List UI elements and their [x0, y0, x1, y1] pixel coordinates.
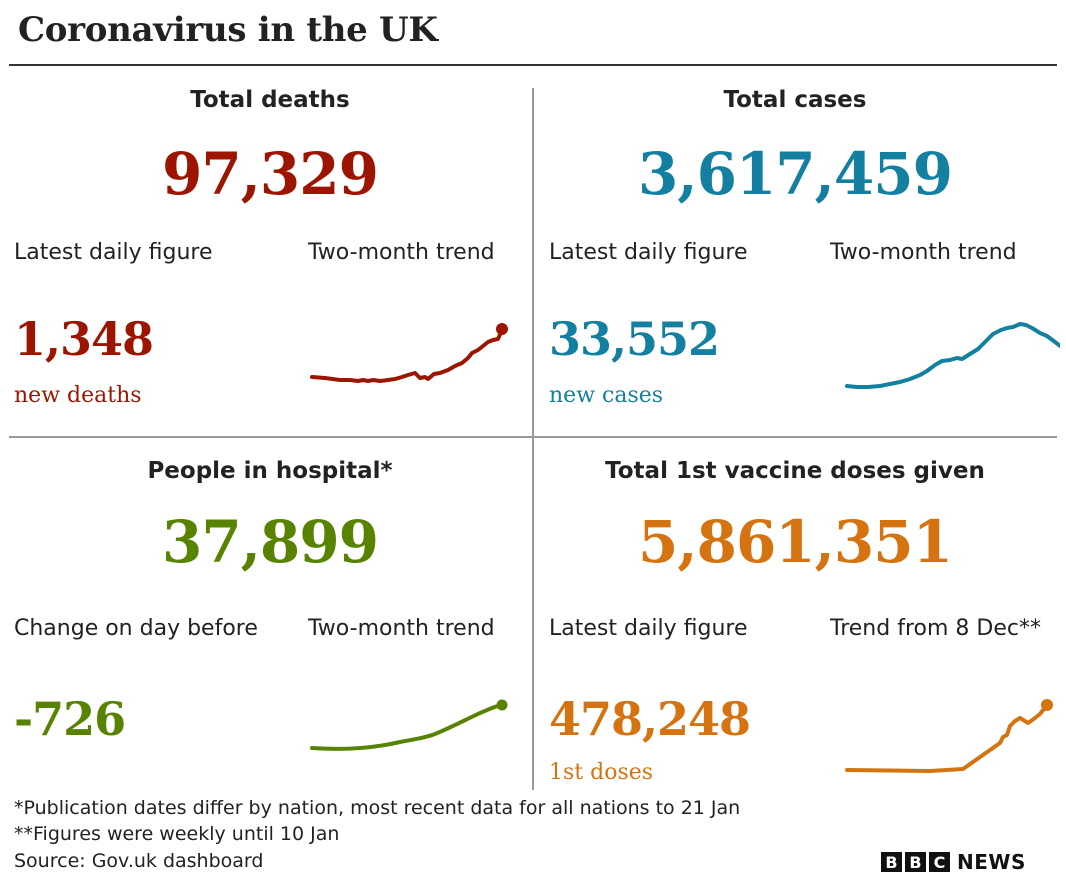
- cases-trend-label: Two-month trend: [830, 240, 1017, 265]
- cases-daily-label: Latest daily figure: [549, 240, 748, 265]
- deaths-daily-label: Latest daily figure: [14, 240, 213, 265]
- vaccine-daily-label: Latest daily figure: [549, 616, 748, 641]
- cases-total: 3,617,459: [638, 140, 953, 208]
- deaths-daily-value: 1,348: [14, 312, 154, 366]
- bbc-logo-letter: B: [905, 852, 926, 872]
- vaccine-trend-sparkline: [845, 699, 1053, 773]
- hospital-trend-sparkline: [310, 699, 508, 751]
- cases-title: Total cases: [723, 87, 867, 113]
- deaths-trend-label: Two-month trend: [308, 240, 495, 265]
- vaccine-total: 5,861,351: [638, 508, 953, 576]
- deaths-title: Total deaths: [190, 87, 350, 113]
- source-note: Source: Gov.uk dashboard: [14, 850, 264, 872]
- cases-daily-value: 33,552: [549, 312, 720, 366]
- deaths-daily-unit: new deaths: [14, 383, 142, 408]
- bbc-logo-letter: C: [929, 852, 950, 872]
- hospital-title: People in hospital*: [147, 458, 393, 484]
- bbc-logo-letter: B: [881, 852, 902, 872]
- vaccine-daily-value: 478,248: [549, 692, 751, 746]
- vaccine-daily-unit: 1st doses: [549, 760, 654, 785]
- deaths-total: 97,329: [162, 140, 379, 208]
- hospital-change-value: -726: [14, 692, 126, 746]
- cases-trend-sparkline: [845, 322, 1060, 389]
- vertical-divider: [532, 88, 534, 790]
- hospital-total: 37,899: [162, 508, 379, 576]
- bbc-logo-news: NEWS: [957, 850, 1026, 874]
- page-title: Coronavirus in the UK: [18, 10, 438, 50]
- footnote-weekly: **Figures were weekly until 10 Jan: [14, 823, 340, 845]
- deaths-trend-sparkline: [310, 323, 508, 383]
- hospital-change-label: Change on day before: [14, 616, 258, 641]
- title-rule: [9, 64, 1057, 66]
- footnote-publication: *Publication dates differ by nation, mos…: [14, 797, 741, 819]
- vaccine-trend-label: Trend from 8 Dec**: [830, 616, 1041, 641]
- cases-daily-unit: new cases: [549, 383, 664, 408]
- vaccine-title: Total 1st vaccine doses given: [605, 458, 985, 484]
- bbc-news-logo: B B C NEWS: [881, 850, 1026, 874]
- hospital-trend-label: Two-month trend: [308, 616, 495, 641]
